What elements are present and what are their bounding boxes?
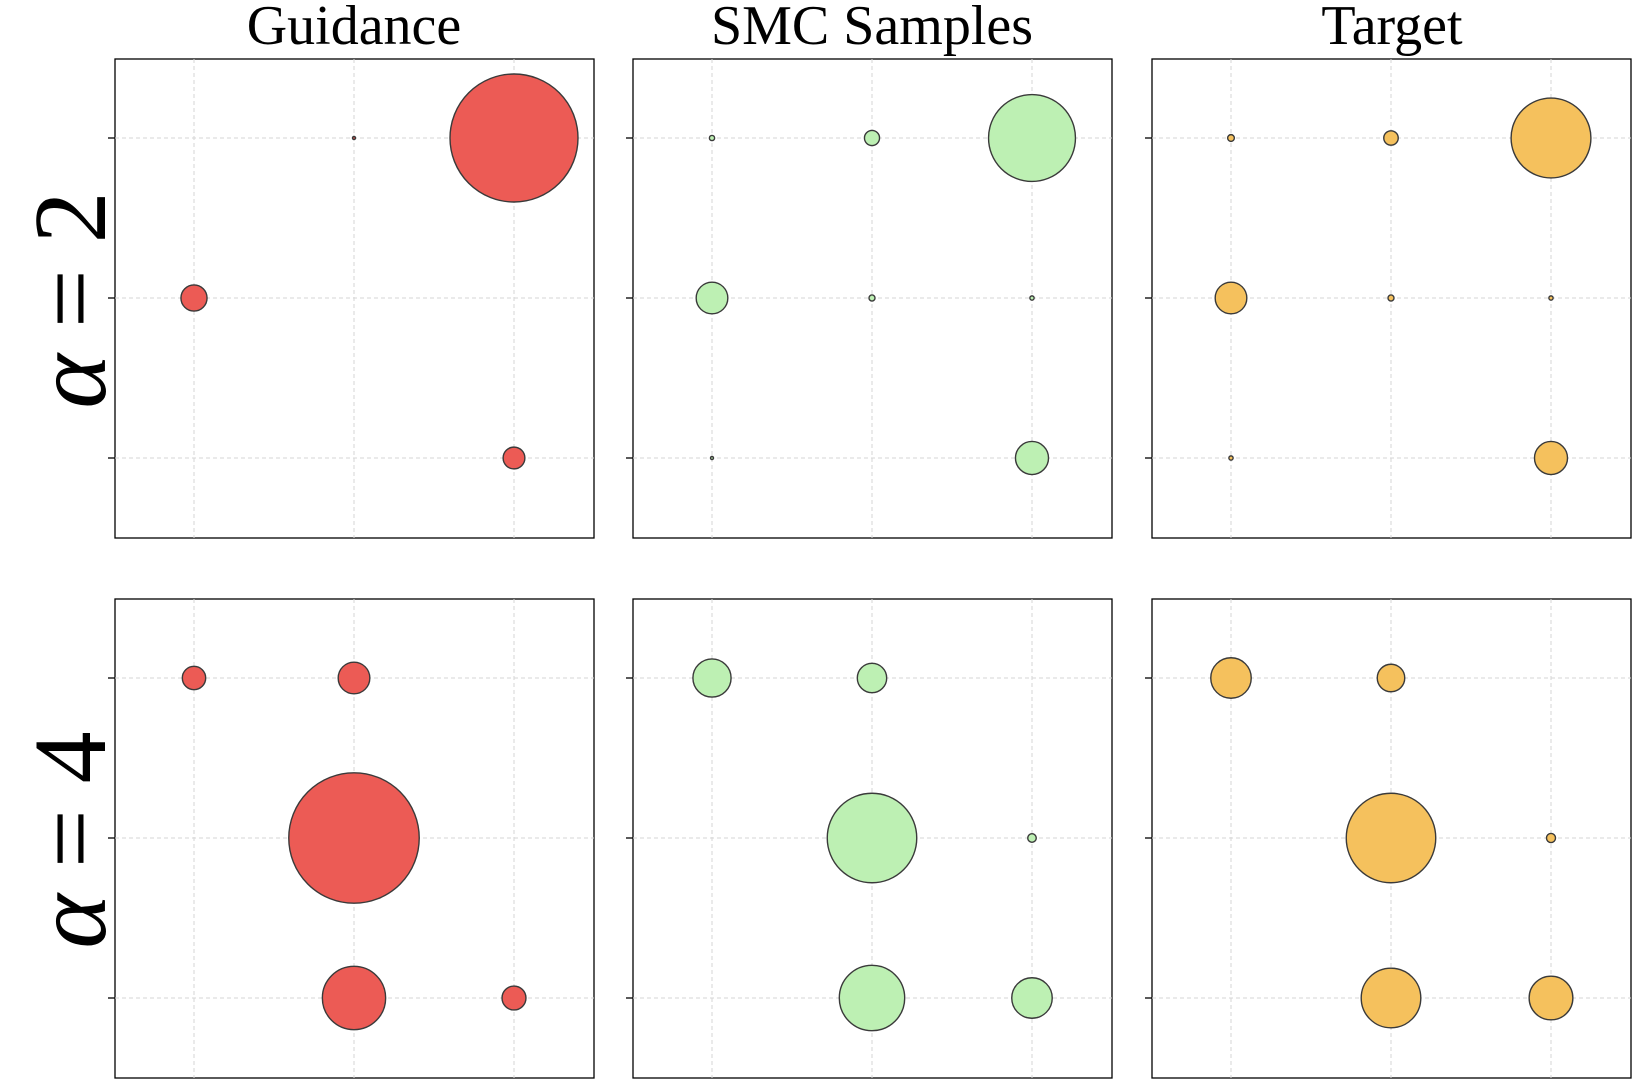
bubble-target-x0-y2 xyxy=(1226,133,1236,143)
bubble-target-x1-y2 xyxy=(1376,663,1406,693)
row-label-alpha-symbol: α xyxy=(13,352,128,409)
panel-guidance-row-1 xyxy=(108,58,595,539)
bubble-smc-samples-x2-y2 xyxy=(987,93,1077,183)
row-label-alpha-symbol: α xyxy=(13,892,128,949)
column-title-smc-samples: SMC Samples xyxy=(711,0,1033,57)
bubble-target-x2-y1 xyxy=(1548,295,1554,301)
bubble-smc-samples-x2-y0 xyxy=(1014,440,1050,476)
panel-target-row-2 xyxy=(1145,598,1632,1079)
bubble-target-x1-y2 xyxy=(1383,130,1399,146)
panel-smc-samples-row-1 xyxy=(626,58,1113,539)
bubble-smc-samples-x1-y2 xyxy=(863,129,881,147)
bubble-target-x2-y0 xyxy=(1528,975,1574,1021)
bubble-guidance-x2-y0 xyxy=(502,446,526,470)
bubble-guidance-x2-y0 xyxy=(501,985,527,1011)
bubble-smc-samples-x0-y2 xyxy=(692,658,732,698)
row-label-alpha-2: α = 2 xyxy=(13,191,128,408)
column-title-guidance: Guidance xyxy=(247,0,462,57)
bubble-target-x2-y1 xyxy=(1545,832,1557,844)
bubble-target-x1-y0 xyxy=(1360,967,1422,1029)
panel-guidance-row-2 xyxy=(108,598,595,1079)
bubble-smc-samples-x1-y1 xyxy=(826,792,918,884)
panel-grid xyxy=(108,58,1632,1079)
bubble-target-x0-y0 xyxy=(1228,455,1234,461)
bubble-target-x1-y1 xyxy=(1345,792,1437,884)
bubble-guidance-x0-y1 xyxy=(180,284,208,312)
bubble-smc-samples-x0-y2 xyxy=(708,134,716,142)
bubble-smc-samples-x1-y1 xyxy=(868,294,876,302)
row-label-alpha-value: = 2 xyxy=(13,191,128,354)
bubble-smc-samples-x2-y0 xyxy=(1011,977,1053,1019)
bubble-target-x0-y2 xyxy=(1210,657,1252,699)
panel-smc-samples-row-2 xyxy=(626,598,1113,1079)
row-label-alpha-4: α = 4 xyxy=(13,731,128,948)
bubble-guidance-x1-y1 xyxy=(288,772,420,904)
bubble-guidance-x1-y0 xyxy=(321,965,387,1031)
bubble-target-x1-y1 xyxy=(1387,294,1395,302)
bubble-guidance-x1-y2 xyxy=(351,135,357,141)
bubble-smc-samples-x0-y1 xyxy=(695,281,729,315)
bubble-smc-samples-x2-y1 xyxy=(1027,833,1037,843)
bubble-guidance-x1-y2 xyxy=(337,661,371,695)
bubble-guidance-x2-y2 xyxy=(449,73,579,203)
bubble-smc-samples-x1-y0 xyxy=(838,964,906,1032)
column-title-target: Target xyxy=(1321,0,1463,57)
panel-target-row-1 xyxy=(1145,58,1632,539)
bubble-guidance-x0-y2 xyxy=(181,665,207,691)
bubble-smc-samples-x0-y0 xyxy=(709,455,715,461)
bubble-smc-samples-x1-y2 xyxy=(856,662,888,694)
bubble-smc-samples-x2-y1 xyxy=(1029,295,1035,301)
row-label-alpha-value: = 4 xyxy=(13,731,128,894)
bubble-target-x2-y0 xyxy=(1533,440,1569,476)
bubble-target-x2-y2 xyxy=(1510,97,1592,179)
bubble-target-x0-y1 xyxy=(1214,281,1248,315)
